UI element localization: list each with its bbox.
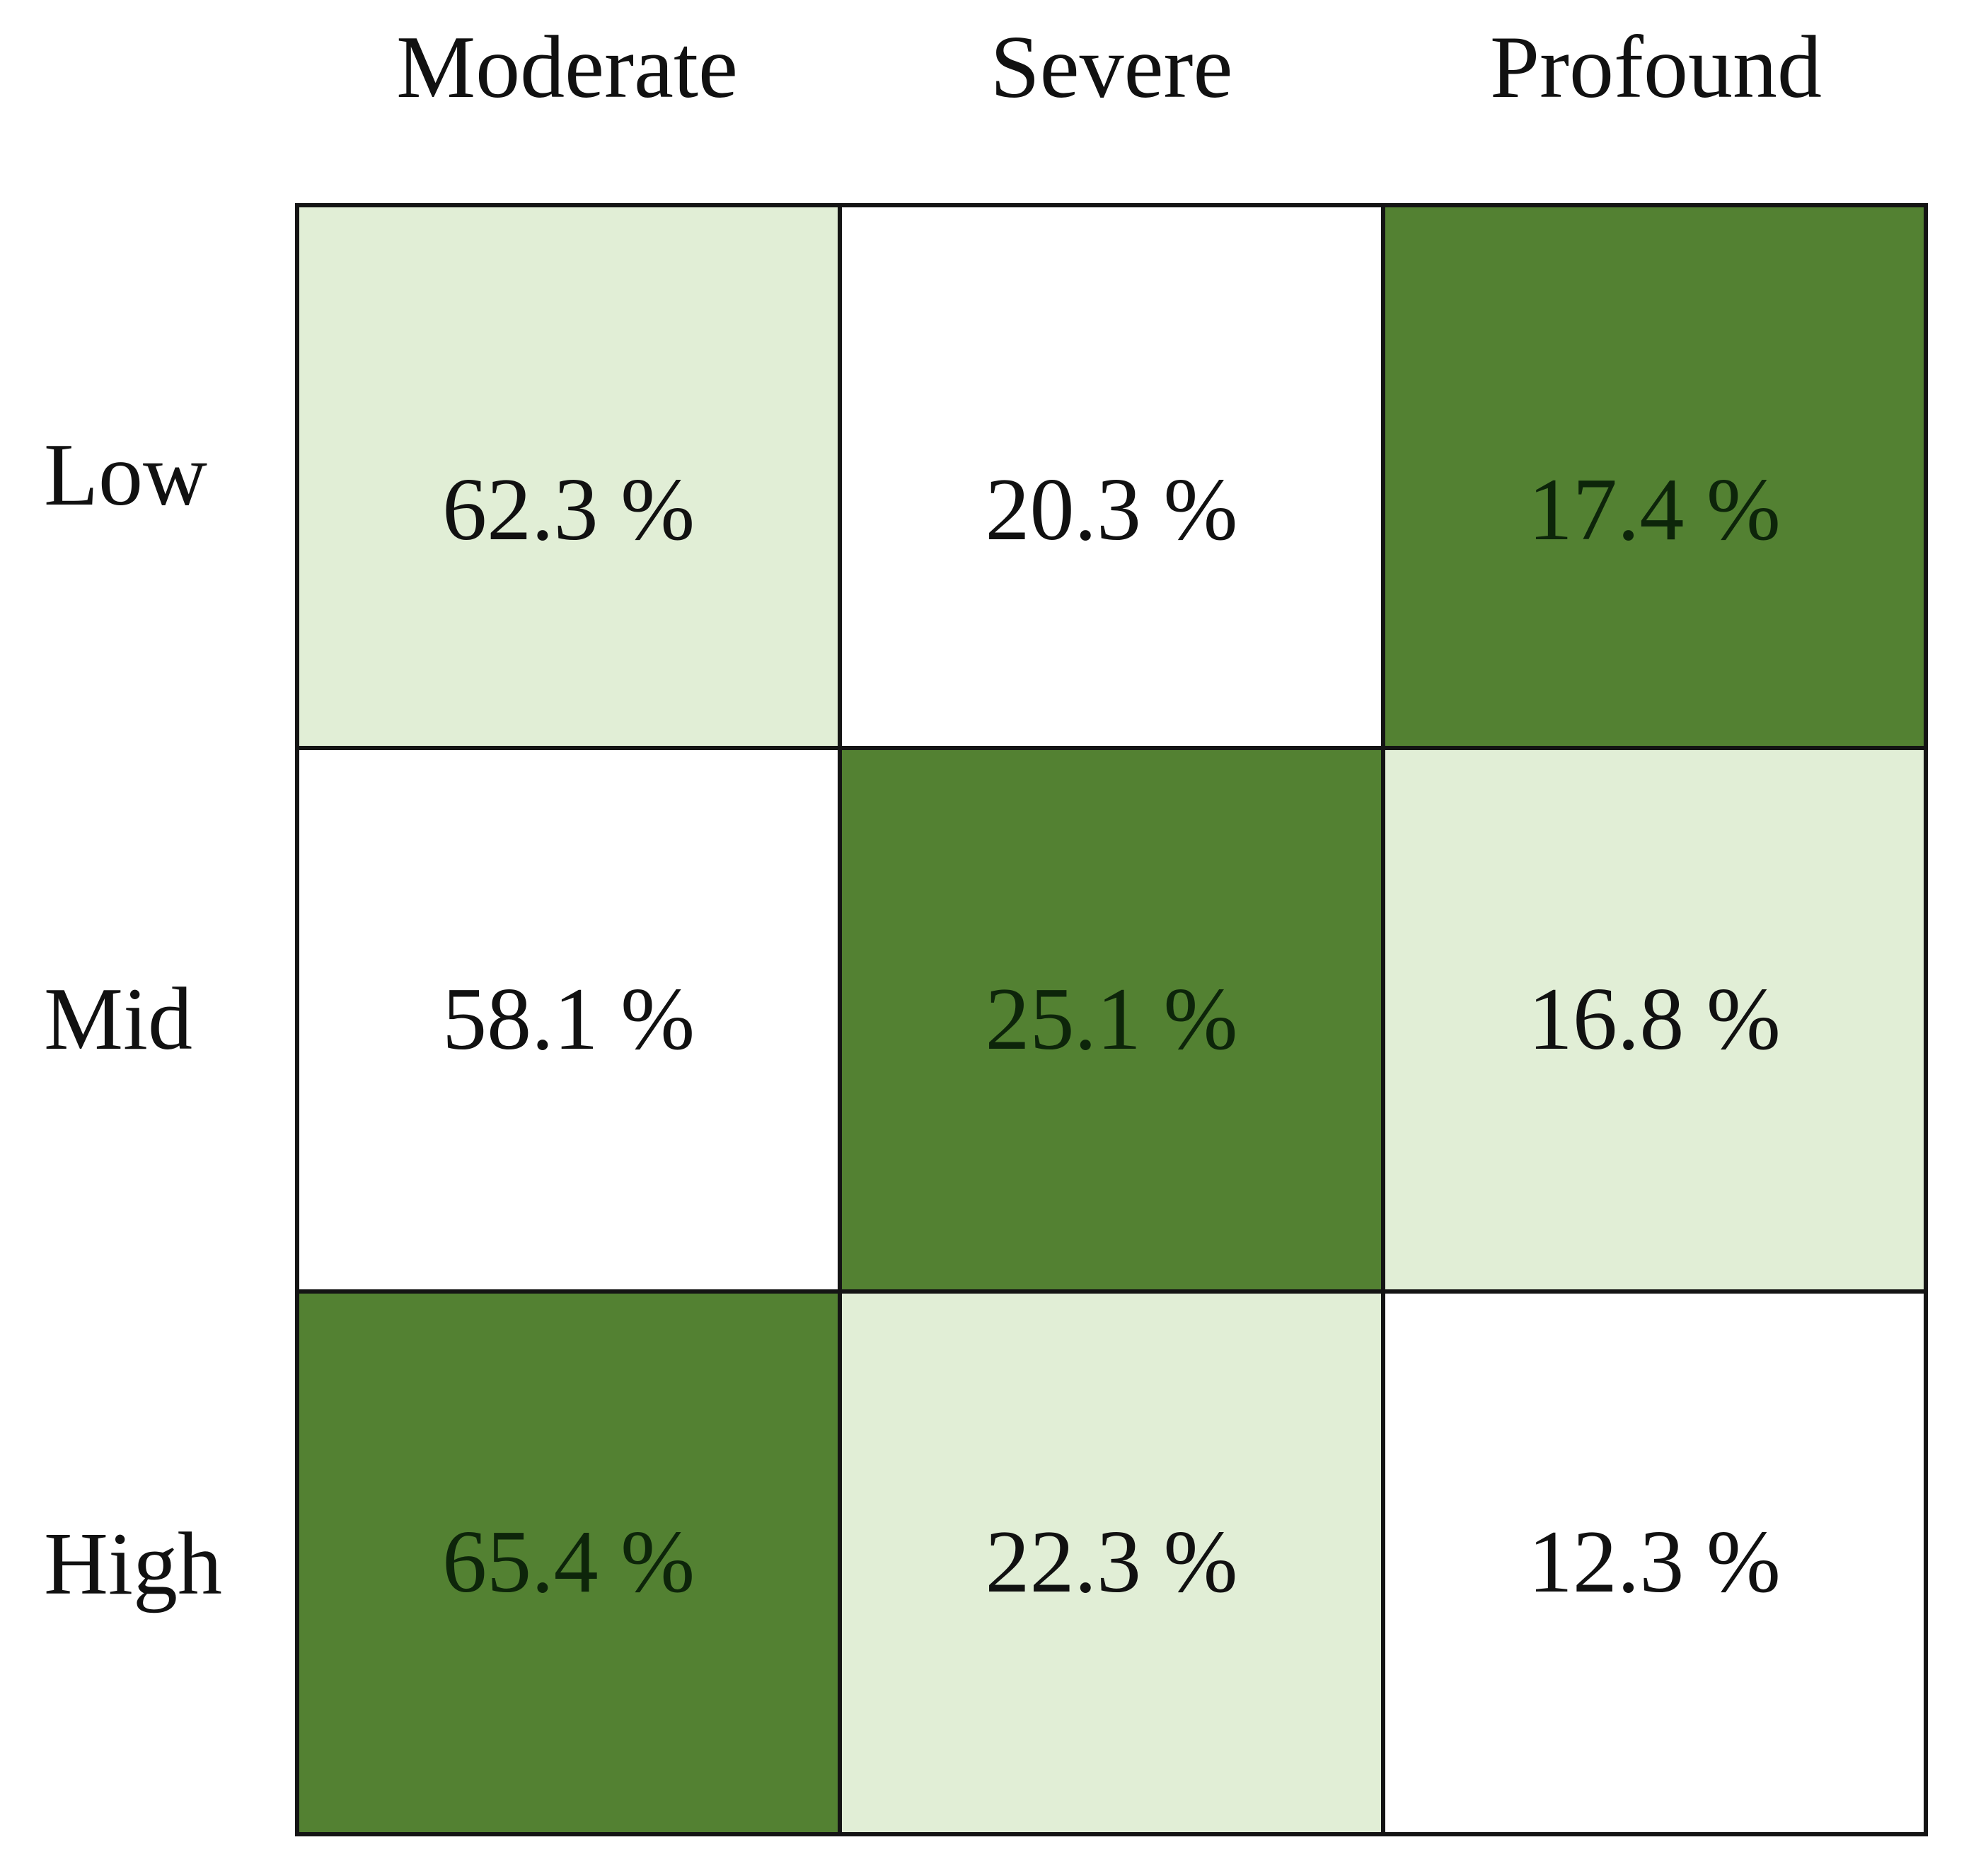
heatmap-grid: 62.3 % 20.3 % 17.4 % 58.1 % 25.1 % 16.8 … — [295, 203, 1928, 1836]
heatmap-cell-mid-profound: 16.8 % — [1382, 748, 1926, 1291]
heatmap-cell-low-moderate: 62.3 % — [297, 205, 841, 749]
cell-value: 62.3 % — [442, 460, 695, 559]
column-header-severe: Severe — [990, 18, 1233, 117]
cell-value: 22.3 % — [985, 1513, 1238, 1612]
heatmap-cell-low-severe: 20.3 % — [840, 205, 1383, 749]
row-label-low: Low — [44, 425, 207, 524]
cell-value: 65.4 % — [442, 1513, 695, 1612]
cell-value: 17.4 % — [1527, 460, 1781, 559]
column-header-profound: Profound — [1490, 18, 1822, 117]
cell-value: 16.8 % — [1527, 969, 1781, 1069]
row-label-high: High — [44, 1514, 222, 1613]
heatmap-cell-high-severe: 22.3 % — [840, 1291, 1383, 1834]
row-label-mid: Mid — [44, 970, 193, 1069]
heatmap-cell-mid-severe: 25.1 % — [840, 748, 1383, 1291]
heatmap-cell-high-moderate: 65.4 % — [297, 1291, 841, 1834]
heatmap-cell-high-profound: 12.3 % — [1382, 1291, 1926, 1834]
cell-value: 12.3 % — [1527, 1513, 1781, 1612]
heatmap-cell-low-profound: 17.4 % — [1382, 205, 1926, 749]
cell-value: 20.3 % — [985, 460, 1238, 559]
cell-value: 25.1 % — [985, 969, 1238, 1069]
cell-value: 58.1 % — [442, 969, 695, 1069]
heatmap-cell-mid-moderate: 58.1 % — [297, 748, 841, 1291]
column-header-moderate: Moderate — [396, 18, 738, 117]
